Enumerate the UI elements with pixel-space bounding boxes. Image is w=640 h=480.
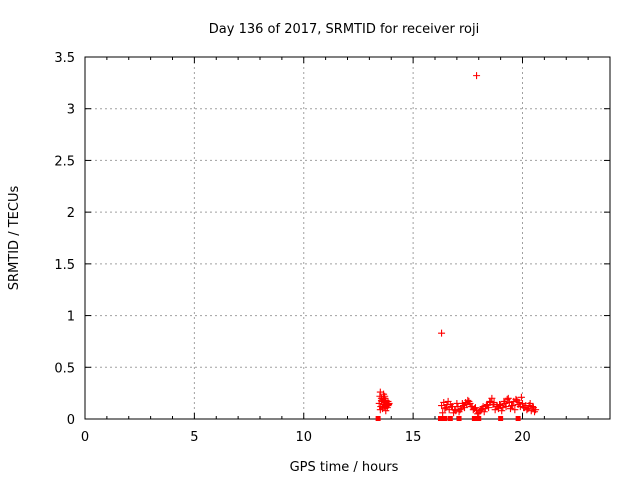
data-point [517,393,525,401]
y-tick-label: 1.5 [54,258,75,273]
data-point [465,397,473,405]
data-point [452,407,460,415]
data-point [511,406,519,414]
grid [85,57,610,419]
y-tick-label: 1 [67,310,75,325]
data-point [489,401,497,409]
x-tick-label: 15 [405,430,422,445]
data-point [531,408,539,416]
y-tick-label: 2.5 [54,154,75,169]
data-point [485,404,493,412]
data-point-zero [515,416,521,421]
data-point [515,398,523,406]
x-tick-label: 20 [514,430,531,445]
data-point-zero [471,416,477,421]
y-tick-label: 2 [67,206,75,221]
y-tick-label: 3.5 [54,51,75,66]
x-tick-label: 0 [81,430,89,445]
data-point [500,397,508,405]
y-axis-label: SRMTID / TECUs [7,186,22,291]
axis-ticks: 0 5 10 15 20 0 0.5 1 1.5 2 2.5 3 3.5 [54,51,610,445]
data-point-zero [442,416,448,421]
data-point [439,409,447,417]
y-tick-label: 0.5 [54,361,75,376]
data-point [456,406,464,414]
data-point [509,402,517,410]
data-point-zero [456,416,462,421]
data-point [498,407,506,415]
x-tick-label: 10 [295,430,312,445]
data-point [488,394,496,402]
data-point [499,404,507,412]
x-tick-label: 5 [190,430,198,445]
data-point [382,407,390,415]
y-tick-label: 0 [67,413,75,428]
data-point-zero [375,416,381,421]
data-point [512,395,520,403]
data-point [447,403,455,411]
data-point [528,403,536,411]
data-point [502,403,510,411]
data-point-zero [447,416,453,421]
data-point [441,405,449,413]
data-point-zero [476,416,482,421]
data-points [375,72,540,421]
plot-area-frame [84,56,611,420]
chart-title: Day 136 of 2017, SRMTID for receiver roj… [209,22,479,37]
data-point-zero [498,416,504,421]
data-point [524,405,532,413]
data-point [443,401,451,409]
data-point [377,396,385,404]
data-point [438,329,446,337]
data-point [471,404,479,412]
data-point [473,72,481,80]
data-point [496,401,504,409]
data-point [504,394,512,402]
data-point [480,408,488,416]
data-point [384,402,392,410]
y-tick-label: 3 [67,103,75,118]
x-axis-label: GPS time / hours [290,460,399,475]
data-point [380,390,388,398]
data-point [458,399,466,407]
